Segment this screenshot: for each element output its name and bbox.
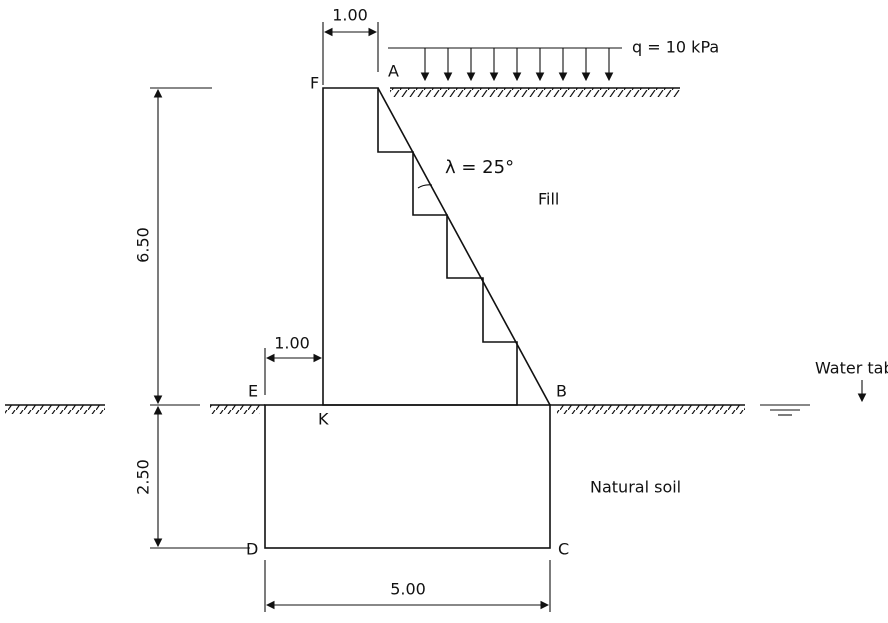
point-label: D xyxy=(246,540,258,559)
point-label: B xyxy=(556,382,567,401)
dimension-label: 2.50 xyxy=(134,459,153,495)
point-label: K xyxy=(318,410,329,429)
point-label: E xyxy=(248,382,258,401)
surcharge xyxy=(388,48,622,80)
point-label: A xyxy=(388,62,399,81)
dimension-label: 1.00 xyxy=(332,6,368,25)
dimension-label: 5.00 xyxy=(390,580,426,599)
dimension-label: 1.00 xyxy=(274,334,310,353)
fill-label: Fill xyxy=(538,190,559,209)
point-label: C xyxy=(558,540,569,559)
angle-label: λ = 25° xyxy=(445,157,514,178)
surcharge-label: q = 10 kPa xyxy=(632,38,719,57)
natural-soil-label: Natural soil xyxy=(590,478,681,497)
point-label: F xyxy=(310,74,319,93)
dimension-label: 6.50 xyxy=(134,227,153,263)
water-table-label: Water table xyxy=(815,359,888,378)
dimension-lines xyxy=(150,22,550,612)
